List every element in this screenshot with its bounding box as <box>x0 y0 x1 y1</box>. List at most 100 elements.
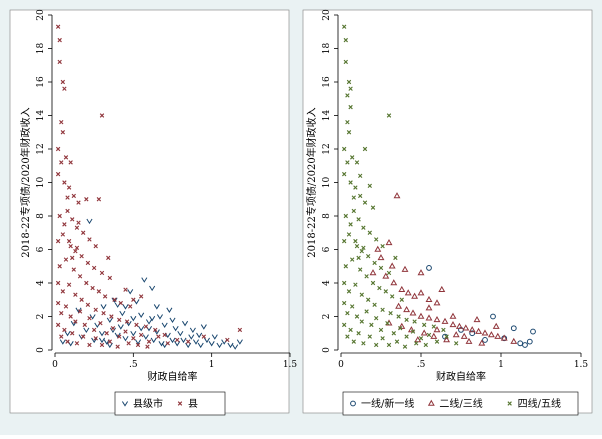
series-1-1-point-26 <box>494 332 502 339</box>
series-0-0-point-64 <box>106 342 113 349</box>
series-1-2-point-45 <box>359 292 364 297</box>
series-1-2-point-41 <box>399 297 404 302</box>
series-1-2-point-59 <box>354 314 360 319</box>
series-1-2-point-30 <box>372 260 377 266</box>
legend-box <box>342 391 579 416</box>
series-0-0-point-56 <box>227 342 234 349</box>
series-1-0-point-7 <box>517 340 524 347</box>
series-1-1-point-39 <box>438 285 446 292</box>
series-1-2-point-83 <box>380 336 385 341</box>
series-0-1-point-93 <box>145 344 150 349</box>
series-0-0-point-52 <box>208 341 215 347</box>
series-0-0-point-69 <box>149 315 156 322</box>
series-1-2-point-35 <box>358 267 363 272</box>
series-1-2-point-75 <box>342 322 347 328</box>
series-0-0-point-42 <box>180 337 187 344</box>
series-1-1-point-16 <box>425 314 433 321</box>
series-1-1-point-30 <box>398 322 406 329</box>
series-1-2-point-18 <box>370 205 376 210</box>
y-tick-label: 16 <box>322 76 332 88</box>
series-1-2-point-95 <box>393 255 398 261</box>
series-0-1-point-109 <box>74 245 80 251</box>
series-0-1-point-16 <box>76 200 81 205</box>
series-0-1-point-69 <box>104 331 109 336</box>
series-1-2-point-70 <box>418 336 424 341</box>
series-1-2-point-2 <box>343 59 348 65</box>
y-tick-label: 2 <box>36 314 46 320</box>
series-0-0-point-29 <box>145 319 153 325</box>
series-0-1-point-44 <box>128 304 133 309</box>
series-0-0-point-41 <box>177 330 184 337</box>
series-0-1-point-32 <box>99 270 105 276</box>
series-1-0-point-0 <box>426 265 432 271</box>
y-tick-label: 4 <box>322 280 332 286</box>
y-tick-label: 0 <box>36 347 46 353</box>
series-0-1-point-14 <box>66 185 72 190</box>
series-1-1-point-14 <box>409 309 417 316</box>
series-0-1-point-5 <box>59 120 64 125</box>
series-0-1-point-17 <box>84 197 89 202</box>
series-1-1-point-10 <box>425 295 433 303</box>
series-0-1-point-25 <box>55 238 61 244</box>
series-0-0-point-7 <box>86 218 93 225</box>
series-0-1-point-35 <box>63 257 69 262</box>
series-0-1-point-106 <box>62 222 67 227</box>
series-1-2-point-69 <box>410 329 416 334</box>
series-1-2-point-81 <box>367 334 372 339</box>
series-1-1-point-9 <box>417 289 425 296</box>
series-0-1-point-90 <box>115 344 120 349</box>
series-0-1-point-13 <box>62 180 67 185</box>
series-0-1-point-70 <box>110 326 116 331</box>
series-0-1-point-76 <box>156 334 161 339</box>
series-1-1-point-0 <box>393 192 401 199</box>
series-0-1-point-59 <box>55 300 61 306</box>
series-1-2-point-57 <box>345 310 350 316</box>
series-1-2-point-9 <box>350 155 355 160</box>
y-tick-label: 4 <box>36 280 46 286</box>
series-0-0-point-30 <box>149 285 156 292</box>
series-0-1-point-101 <box>123 287 128 292</box>
series-1-2-point-91 <box>353 238 358 244</box>
series-1-2-point-23 <box>367 230 372 235</box>
series-0-1-point-85 <box>81 334 86 339</box>
series-0-0-point-43 <box>182 320 189 327</box>
series-1-2-point-99 <box>358 173 363 178</box>
series-1-2-point-87 <box>414 341 419 346</box>
series-1-2-point-55 <box>441 327 446 333</box>
series-0-1-point-75 <box>146 339 152 344</box>
series-1-2-point-44 <box>353 282 358 287</box>
series-1-1-point-7 <box>404 289 412 296</box>
series-0-0-point-40 <box>174 341 181 347</box>
series-1-1-point-8 <box>411 292 419 299</box>
series-0-0-point-34 <box>158 341 165 347</box>
series-0-1-point-88 <box>99 342 105 348</box>
legend-key-0 <box>350 400 356 407</box>
legend-label-2: 四线/五线 <box>518 397 561 410</box>
series-1-2-point-26 <box>346 232 352 237</box>
right-panel-scatter: 0 2 4 6 8 10 12 14 16 18 20 0 .5 1 1.5 财政自给率 2018-22专项债/… <box>302 9 593 416</box>
y-tick-label: 20 <box>36 9 46 21</box>
series-1-2-point-29 <box>366 254 371 259</box>
series-1-2-point-63 <box>374 315 379 321</box>
series-0-0-point-48 <box>196 332 203 339</box>
x-tick-label: 1.5 <box>574 360 589 370</box>
series-0-1-point-100 <box>138 294 144 299</box>
series-0-1-point-53 <box>109 314 114 319</box>
series-0-1-point-104 <box>76 220 81 225</box>
series-0-0-point-39 <box>172 325 179 332</box>
legend-key-2 <box>507 401 512 406</box>
series-1-1-point-22 <box>468 326 476 333</box>
series-0-1-point-63 <box>73 319 78 324</box>
series-1-2-point-92 <box>356 255 361 261</box>
series-0-1-point-23 <box>81 230 86 235</box>
series-0-1-point-77 <box>165 341 170 346</box>
series-1-2-point-10 <box>354 160 360 165</box>
series-0-1-point-48 <box>73 292 78 297</box>
series-1-0-point-10 <box>526 338 533 345</box>
series-1-2-point-37 <box>370 280 376 286</box>
legend-key-1 <box>427 399 435 406</box>
y-tick-label: 14 <box>322 110 332 122</box>
series-1-2-point-79 <box>356 331 361 336</box>
series-1-2-point-15 <box>353 185 358 190</box>
series-0-1-point-9 <box>63 155 69 160</box>
